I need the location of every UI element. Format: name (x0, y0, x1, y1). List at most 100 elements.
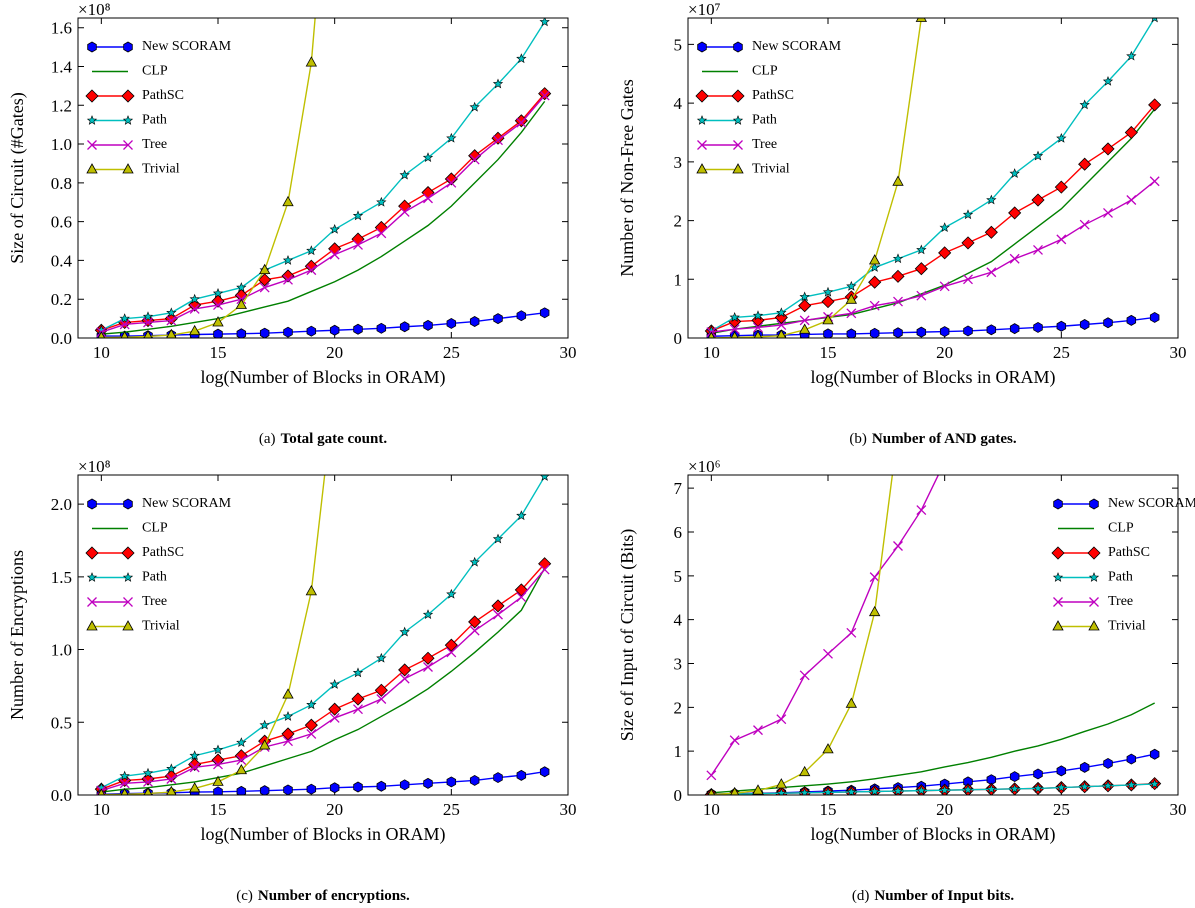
marker-triangle (915, 18, 928, 22)
marker-diamond (1054, 180, 1068, 194)
legend-label: New SCORAM (142, 39, 232, 54)
marker-star (986, 783, 997, 794)
marker-star (236, 282, 247, 292)
marker-diamond (85, 89, 99, 103)
y-axis-label: Number of Encryptions (7, 550, 27, 720)
marker-x (539, 90, 550, 101)
marker-diamond (961, 236, 975, 250)
marker-star (329, 679, 340, 689)
marker-diamond (421, 651, 435, 665)
series-line (711, 180, 1156, 333)
marker-diamond (188, 757, 202, 772)
marker-hexagon (893, 327, 903, 338)
legend-label: New SCORAM (752, 39, 842, 54)
y-tick-label: 4 (674, 94, 683, 113)
marker-diamond (468, 615, 482, 629)
marker-triangle (892, 175, 904, 186)
marker-triangle (120, 787, 129, 795)
marker-triangle (258, 263, 271, 275)
marker-diamond (1008, 206, 1022, 220)
x-tick-label: 15 (210, 343, 227, 362)
marker-x (869, 572, 880, 583)
marker-hexagon (399, 321, 410, 333)
marker-diamond (351, 692, 365, 706)
x-tick-label: 10 (703, 343, 720, 362)
marker-star (189, 750, 200, 761)
marker-x (516, 592, 527, 603)
marker-hexagon (1103, 317, 1113, 329)
legend-label: CLP (142, 521, 168, 536)
marker-star (799, 291, 810, 302)
marker-triangle (97, 331, 106, 338)
series-line (101, 100, 546, 335)
marker-triangle (707, 331, 715, 338)
marker-diamond (774, 310, 788, 325)
marker-star (962, 784, 974, 795)
marker-x (423, 662, 433, 672)
x-tick-label: 10 (703, 800, 720, 819)
marker-triangle (122, 620, 134, 631)
marker-x (706, 770, 717, 781)
marker-hexagon (423, 319, 433, 331)
marker-star (696, 115, 708, 125)
x-axis-label: log(Number of Blocks in ORAM) (811, 367, 1056, 388)
marker-triangle (775, 778, 788, 789)
legend-label: Path (752, 113, 777, 128)
marker-hexagon (1053, 498, 1063, 510)
legend-label: Path (142, 113, 167, 128)
series-line (101, 567, 546, 793)
marker-star (376, 652, 387, 663)
legend-label: CLP (1108, 521, 1134, 536)
marker-star (422, 609, 434, 620)
marker-star (986, 194, 997, 205)
y-tick-label: 1.5 (51, 568, 72, 587)
marker-hexagon (493, 772, 503, 784)
x-tick-label: 20 (326, 343, 343, 362)
marker-triangle (822, 314, 834, 325)
marker-triangle (1088, 620, 1100, 631)
x-tick-label: 10 (93, 343, 110, 362)
marker-hexagon (213, 786, 223, 795)
marker-x (306, 265, 317, 276)
marker-triangle (707, 788, 716, 795)
marker-x (846, 627, 857, 638)
marker-star (282, 255, 294, 265)
marker-star (732, 115, 744, 125)
marker-star (869, 786, 880, 795)
x-tick-label: 25 (1053, 343, 1070, 362)
marker-hexagon (446, 776, 457, 788)
marker-diamond (328, 702, 342, 716)
marker-star (1102, 780, 1114, 791)
series-line (101, 475, 326, 795)
x-tick-label: 15 (210, 800, 227, 819)
x-tick-label: 25 (443, 343, 460, 362)
marker-star (822, 786, 834, 795)
x-axis-label: log(Number of Blocks in ORAM) (201, 367, 446, 388)
marker-x (893, 541, 903, 551)
marker-star (1009, 783, 1020, 794)
y-tick-label: 0.5 (51, 713, 72, 732)
marker-hexagon (963, 325, 973, 337)
marker-star (1056, 782, 1067, 792)
legend-label: CLP (142, 64, 168, 79)
legend-label: New SCORAM (142, 496, 232, 511)
marker-x (733, 140, 743, 150)
legend-label: PathSC (1108, 545, 1150, 560)
marker-hexagon (469, 316, 480, 327)
marker-hexagon (1149, 748, 1160, 760)
plot-area (94, 475, 552, 795)
marker-star (492, 78, 504, 89)
marker-triangle (188, 782, 201, 793)
marker-hexagon (87, 498, 97, 510)
series-line (101, 93, 546, 331)
marker-x (87, 140, 97, 150)
marker-hexagon (259, 785, 270, 795)
offset-text: ×10⁷ (688, 0, 721, 19)
x-tick-label: 30 (560, 343, 577, 362)
caption: (a) Total gate count. (259, 431, 387, 447)
marker-diamond (1051, 546, 1065, 560)
x-tick-label: 30 (1170, 800, 1187, 819)
marker-x (869, 300, 880, 311)
marker-hexagon (1126, 753, 1137, 765)
marker-star (939, 784, 950, 795)
